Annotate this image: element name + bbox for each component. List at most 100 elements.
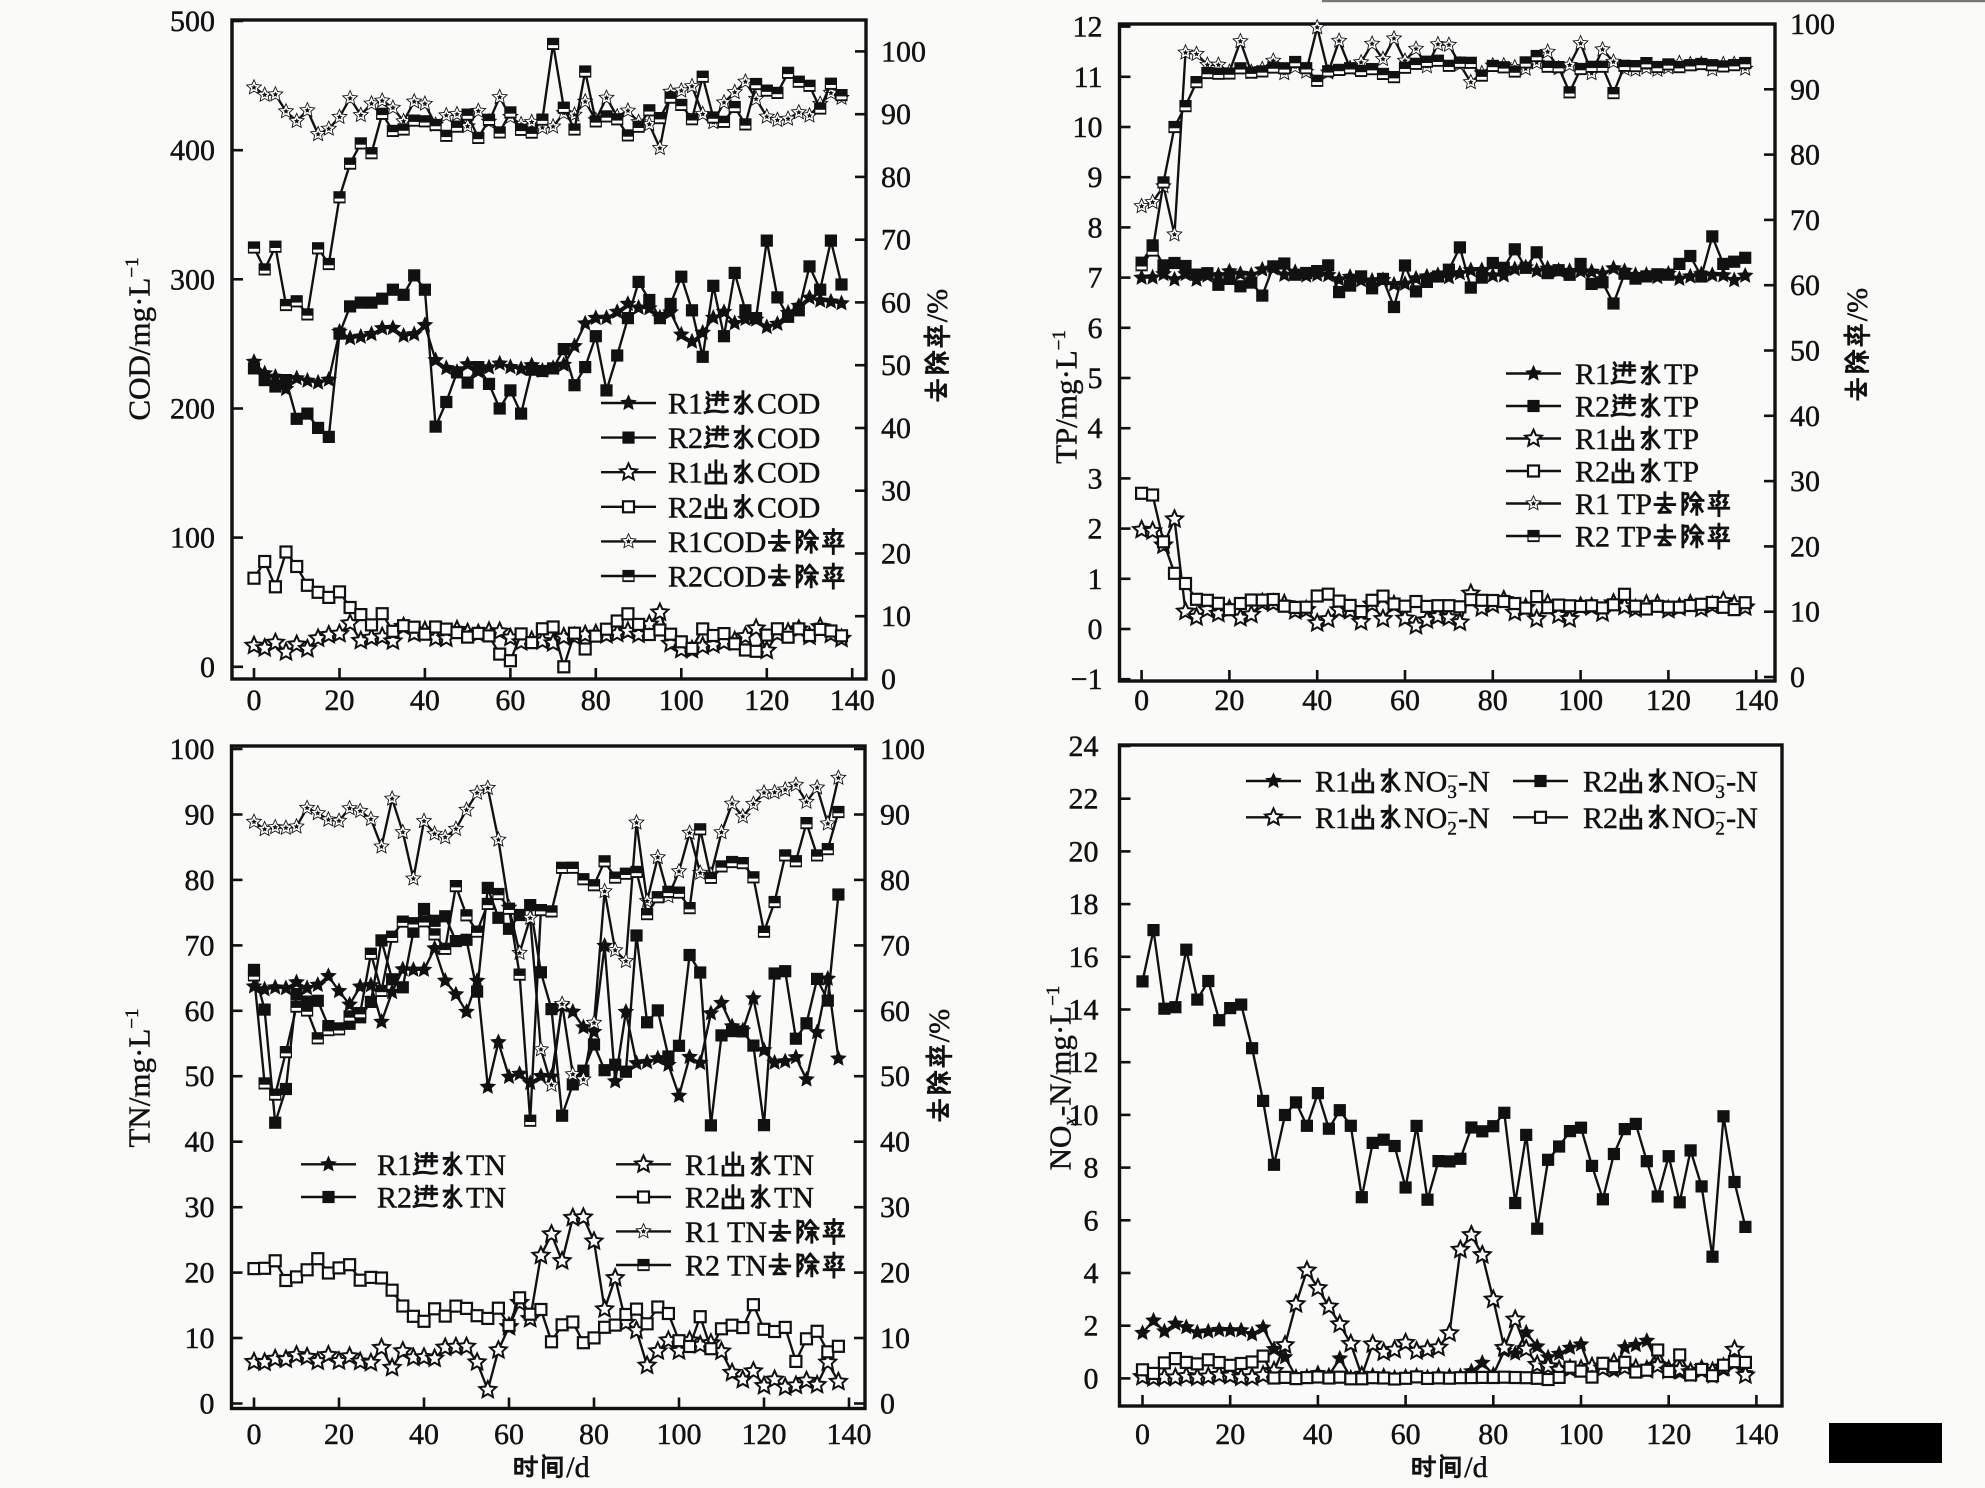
svg-text:140: 140 [830, 684, 875, 717]
svg-text:−: − [1447, 767, 1458, 788]
svg-text:22: 22 [1069, 783, 1099, 816]
svg-text:200: 200 [170, 393, 215, 426]
svg-text:TP: TP [1664, 358, 1699, 391]
svg-text:R2 TP: R2 TP [1575, 521, 1652, 554]
svg-text:120: 120 [742, 1418, 787, 1451]
svg-text:0: 0 [200, 651, 215, 684]
svg-text:6: 6 [1084, 1204, 1099, 1237]
svg-text:80: 80 [581, 684, 611, 717]
svg-text:20: 20 [1214, 684, 1244, 717]
svg-text:R1 TP: R1 TP [1575, 488, 1652, 521]
svg-text:NO: NO [1672, 766, 1715, 799]
svg-text:·: · [1049, 369, 1084, 379]
svg-text:8: 8 [1084, 1152, 1099, 1185]
svg-text:60: 60 [1391, 1418, 1421, 1451]
svg-text:R1: R1 [668, 388, 703, 421]
svg-text:0: 0 [881, 663, 896, 696]
svg-text:−: − [1715, 767, 1726, 788]
svg-text:40: 40 [410, 684, 440, 717]
svg-text:40: 40 [1302, 684, 1332, 717]
svg-text:100: 100 [1558, 684, 1603, 717]
svg-text:7: 7 [1088, 262, 1103, 295]
svg-text:400: 400 [170, 134, 215, 167]
svg-text:R2 TN: R2 TN [685, 1250, 767, 1283]
svg-text:2: 2 [1088, 513, 1103, 546]
svg-text:/d: /d [1464, 1451, 1487, 1484]
svg-text:80: 80 [881, 161, 911, 194]
svg-text:3: 3 [1447, 782, 1457, 803]
svg-text:100: 100 [880, 733, 925, 766]
svg-text:60: 60 [495, 684, 525, 717]
svg-text:20: 20 [1790, 530, 1820, 563]
svg-text:60: 60 [1390, 684, 1420, 717]
svg-text:4: 4 [1088, 412, 1103, 445]
svg-text:60: 60 [185, 995, 215, 1028]
svg-text:R2: R2 [1575, 391, 1610, 424]
svg-text:0: 0 [880, 1388, 895, 1421]
svg-text:30: 30 [1790, 465, 1820, 498]
svg-text:R1: R1 [668, 457, 703, 490]
svg-text:·: · [1043, 1025, 1078, 1035]
svg-text:COD: COD [757, 388, 820, 421]
svg-text:30: 30 [185, 1191, 215, 1224]
svg-text:R1COD: R1COD [668, 526, 766, 559]
svg-text:20: 20 [881, 538, 911, 571]
svg-text:60: 60 [880, 995, 910, 1028]
svg-text:R1: R1 [1575, 358, 1610, 391]
svg-text:20: 20 [185, 1257, 215, 1290]
svg-text:3: 3 [1088, 462, 1103, 495]
svg-text:40: 40 [880, 1126, 910, 1159]
svg-text:40: 40 [1303, 1418, 1333, 1451]
svg-text:TN: TN [774, 1149, 814, 1182]
svg-text:80: 80 [185, 864, 215, 897]
svg-text:5: 5 [1088, 362, 1103, 395]
svg-text:R2: R2 [1583, 766, 1618, 799]
svg-text:-N: -N [1458, 802, 1490, 835]
svg-text:R2: R2 [1583, 802, 1618, 835]
svg-text:-N/mg: -N/mg [1043, 1035, 1078, 1116]
svg-text:R1: R1 [1575, 423, 1610, 456]
svg-text:-N: -N [1458, 766, 1490, 799]
svg-text:20: 20 [880, 1257, 910, 1290]
svg-text:100: 100 [659, 684, 704, 717]
svg-text:R1 TN: R1 TN [685, 1216, 767, 1249]
svg-text:30: 30 [881, 475, 911, 508]
svg-text:100: 100 [1790, 8, 1835, 41]
svg-text:50: 50 [880, 1060, 910, 1093]
svg-text:70: 70 [880, 929, 910, 962]
svg-text:R1: R1 [1315, 766, 1350, 799]
svg-text:80: 80 [1478, 684, 1508, 717]
svg-text:70: 70 [1790, 204, 1820, 237]
svg-text:100: 100 [170, 522, 215, 555]
svg-text:10: 10 [1073, 111, 1103, 144]
svg-text:120: 120 [1646, 684, 1691, 717]
svg-text:10: 10 [185, 1322, 215, 1355]
svg-text:L: L [122, 1029, 157, 1048]
svg-text:24: 24 [1069, 730, 1099, 763]
svg-text:R2: R2 [377, 1182, 412, 1215]
svg-text:·: · [122, 1048, 157, 1058]
svg-text:100: 100 [657, 1418, 702, 1451]
svg-text:L: L [1049, 350, 1084, 369]
svg-text:NO: NO [1404, 802, 1447, 835]
svg-text:1: 1 [1088, 563, 1103, 596]
svg-text:50: 50 [881, 349, 911, 382]
svg-text:120: 120 [744, 684, 789, 717]
svg-text:80: 80 [579, 1418, 609, 1451]
svg-text:2: 2 [1084, 1310, 1099, 1343]
svg-text:TP: TP [1664, 391, 1699, 424]
svg-text:−: − [1447, 803, 1458, 824]
svg-text:/d: /d [566, 1451, 589, 1484]
svg-text:TN: TN [466, 1182, 506, 1215]
svg-text:10: 10 [880, 1322, 910, 1355]
svg-text:40: 40 [409, 1418, 439, 1451]
svg-text:140: 140 [1734, 684, 1779, 717]
svg-text:60: 60 [1790, 269, 1820, 302]
svg-text:12: 12 [1069, 1046, 1099, 1079]
svg-text:·: · [122, 297, 157, 307]
svg-text:500: 500 [170, 5, 215, 38]
svg-text:120: 120 [1646, 1418, 1691, 1451]
svg-text:11: 11 [1074, 61, 1103, 94]
svg-text:−1: −1 [1071, 663, 1103, 696]
svg-text:x: x [1060, 1117, 1081, 1127]
